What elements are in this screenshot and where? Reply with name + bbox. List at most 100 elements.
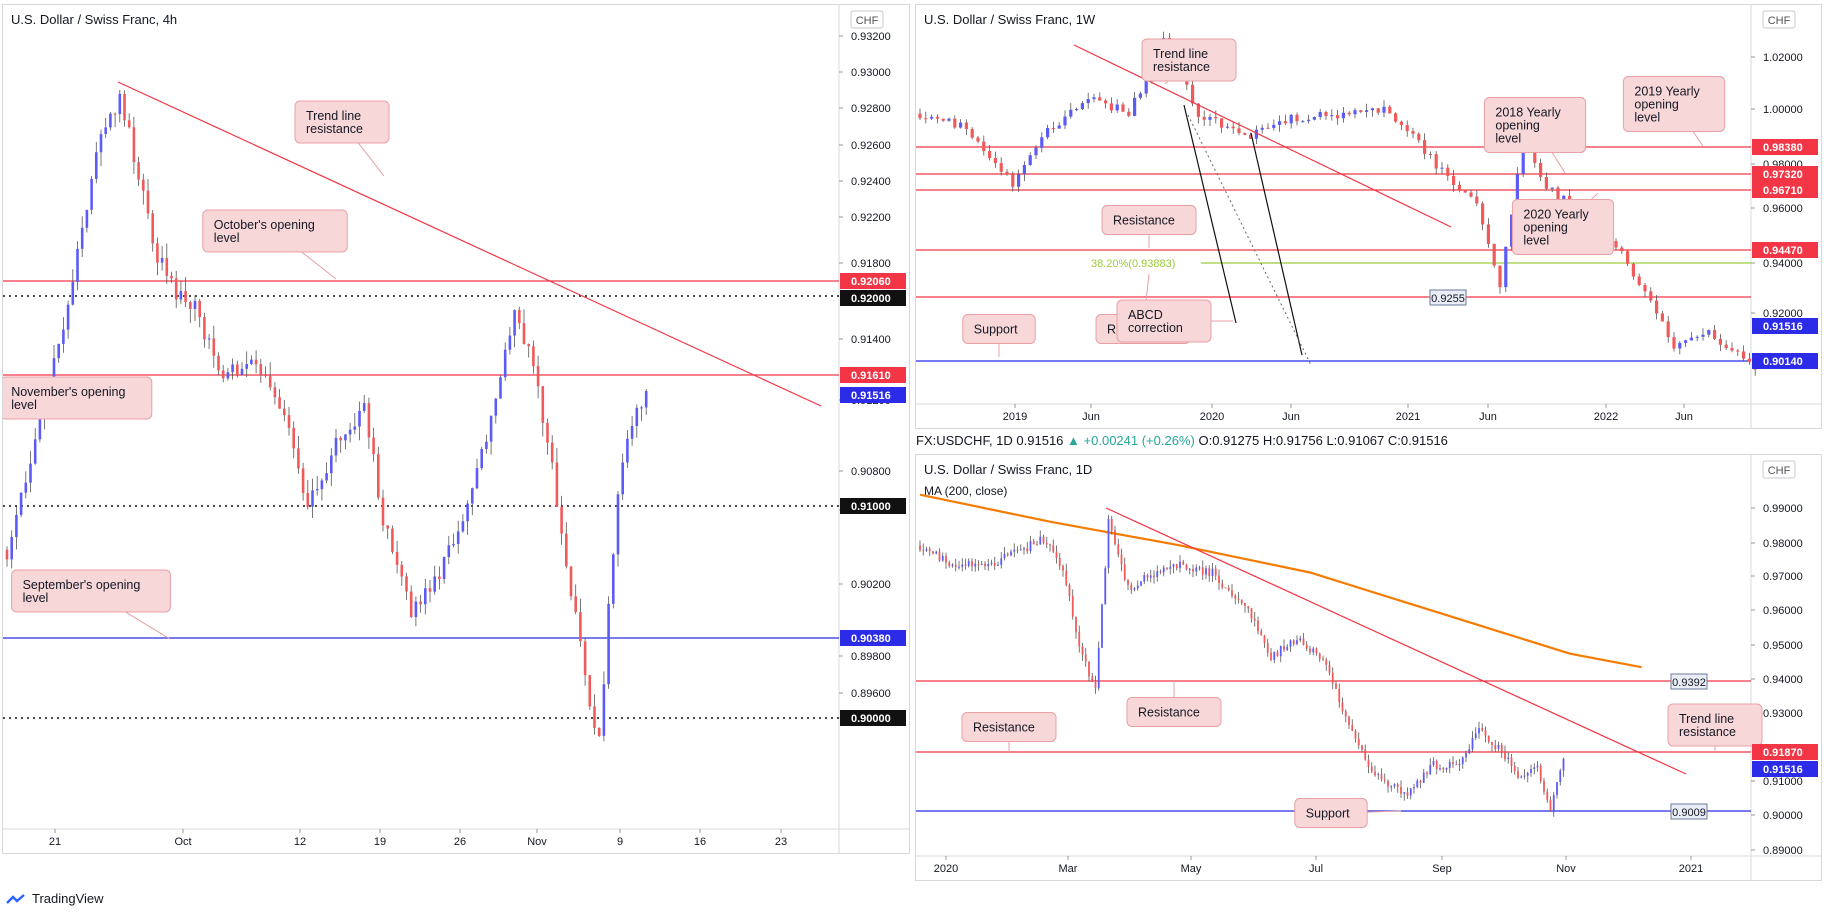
candle-body (236, 364, 239, 375)
candle-body (1301, 121, 1305, 123)
candle-body (1302, 638, 1305, 645)
chart-panel-1w[interactable]: U.S. Dollar / Swiss Franc, 1W CHF 1.02000 1… (915, 4, 1822, 429)
candle-body (1405, 125, 1409, 132)
candle-body (1003, 553, 1006, 559)
candle-body (1279, 646, 1282, 657)
candle-body (588, 675, 592, 707)
candle-body (1198, 567, 1201, 569)
candle-body (621, 462, 624, 495)
candle-body (1353, 110, 1357, 115)
x-tick-label: Nov (527, 836, 547, 848)
candle-body (10, 537, 13, 560)
candle-body (935, 116, 939, 119)
candle-body (1484, 730, 1487, 736)
candle-body (499, 377, 502, 399)
candle-body (1270, 652, 1272, 660)
candle-body (405, 576, 408, 592)
candle-body (938, 551, 941, 561)
candle-body (922, 550, 925, 552)
annotation-text: Resistance (1113, 214, 1175, 228)
candle-body (1481, 728, 1484, 731)
candle-body (90, 178, 93, 210)
tradingview-logo[interactable]: TradingView (6, 891, 104, 906)
candle-body (1295, 114, 1299, 122)
candle-body (1185, 564, 1188, 570)
candle-body (1626, 251, 1630, 264)
candle-body (1338, 688, 1341, 703)
currency-badge (1762, 460, 1796, 479)
candle-body (1234, 595, 1237, 599)
candle-body (1318, 112, 1322, 118)
candle-body (1305, 644, 1308, 649)
abcd-leg-ab (1183, 104, 1237, 324)
candle-body (297, 448, 300, 469)
candle-body (471, 488, 474, 504)
candle-body (522, 323, 526, 345)
candle-body (971, 561, 973, 567)
candle-body (932, 551, 934, 554)
candle-body (57, 343, 60, 359)
candle-body (1013, 549, 1016, 552)
candle-body (1057, 125, 1061, 129)
candle-body (1713, 330, 1717, 339)
candle-body (372, 437, 375, 455)
candle-body (958, 566, 960, 568)
chart-panel-4h[interactable]: U.S. Dollar / Swiss Franc, 4h CHF 0.93200 0… (0, 4, 910, 854)
tradingview-logo-icon (6, 893, 25, 904)
candle-body (137, 162, 140, 180)
candle-body (1497, 744, 1500, 749)
chart-title: U.S. Dollar / Swiss Franc, 4h (11, 12, 177, 27)
candle-body (165, 257, 169, 276)
candle-body (438, 576, 441, 580)
ma-indicator-label: MA (200, close) (924, 484, 1007, 498)
candle-body (1471, 737, 1474, 750)
candle-body (1523, 775, 1526, 777)
annotation-text: correction (1128, 321, 1183, 335)
candle-body (1417, 133, 1421, 141)
candle-body (1117, 544, 1120, 555)
candle-body (1289, 114, 1293, 124)
trendline-resistance (117, 81, 822, 407)
candle-body (1121, 104, 1125, 112)
currency-badge (850, 10, 884, 29)
candle-body (1684, 340, 1688, 343)
chart-canvas-1w[interactable]: U.S. Dollar / Swiss Franc, 1W CHF 1.02000 1… (916, 5, 1821, 428)
candle-body (1094, 681, 1097, 689)
annotation-text: resistance (1153, 60, 1210, 74)
candle-body (1065, 570, 1068, 586)
candle-body (635, 407, 639, 427)
level-chip (1670, 673, 1708, 690)
x-tick-label: 2020 (1200, 411, 1224, 423)
candle-body (1455, 764, 1458, 766)
candle-body (306, 492, 310, 507)
x-tick-label: 2021 (1396, 411, 1420, 423)
candle-body (569, 566, 573, 597)
annotation-box (294, 100, 390, 144)
chart-panel-1d[interactable]: U.S. Dollar / Swiss Franc, 1D MA (200, cl… (915, 454, 1822, 881)
candle-body (1315, 648, 1318, 654)
candle-body (1292, 640, 1295, 644)
candle-body (1249, 134, 1253, 139)
price-tag (1752, 139, 1818, 155)
annotation-text: ABCD (1128, 308, 1163, 322)
price-tag (1752, 744, 1818, 760)
candle-body (1010, 551, 1012, 556)
annotation-box (1101, 205, 1197, 235)
price-tag (1752, 353, 1818, 369)
candle-body (1266, 643, 1269, 653)
candle-body (1701, 334, 1705, 337)
candle-body (918, 113, 922, 119)
chart-canvas-4h[interactable]: U.S. Dollar / Swiss Franc, 4h CHF 0.93200 0… (0, 5, 909, 853)
candle-body (127, 120, 131, 128)
annotation-box (1126, 697, 1222, 727)
price-tag-label: 0.91870 (1763, 747, 1803, 759)
candle-body (1205, 568, 1207, 575)
legend-symbol[interactable]: FX:USDCHF, 1D (916, 433, 1013, 448)
candle-body (602, 684, 606, 736)
candle-body (954, 564, 957, 568)
annotation-text: 2020 Yearly (1523, 208, 1589, 222)
candle-body (993, 157, 997, 164)
candle-body (1520, 776, 1523, 778)
candle-body (1422, 772, 1425, 783)
chart-canvas-1d[interactable]: U.S. Dollar / Swiss Franc, 1D MA (200, cl… (916, 455, 1821, 880)
